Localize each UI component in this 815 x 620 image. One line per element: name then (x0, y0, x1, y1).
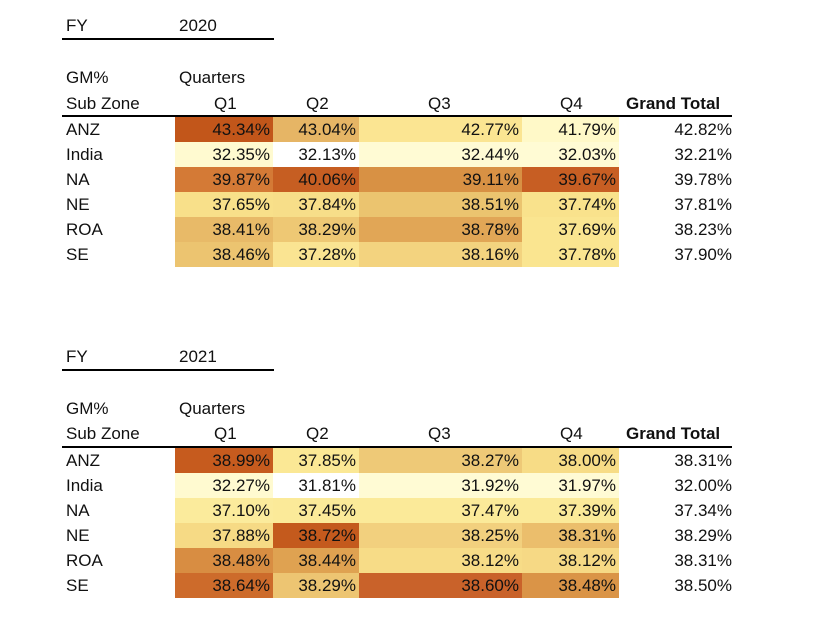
fy-underline (62, 369, 274, 371)
value-cell: 38.27% (359, 448, 522, 473)
row-label: NA (66, 501, 90, 520)
value-cell: 38.48% (522, 573, 619, 598)
value-cell: 37.28% (273, 242, 359, 267)
value-cell: 38.31% (522, 523, 619, 548)
value-cell: 38.16% (359, 242, 522, 267)
total-cell: 32.21% (674, 145, 732, 164)
row-label: NA (66, 170, 90, 189)
value-cell: 37.47% (359, 498, 522, 523)
column-header-q4: Q4 (560, 94, 583, 113)
total-cell: 38.50% (674, 576, 732, 595)
value-cell: 37.88% (175, 523, 273, 548)
total-cell: 38.31% (674, 551, 732, 570)
value-cell: 37.69% (522, 217, 619, 242)
row-label: ROA (66, 220, 103, 239)
row-label: ANZ (66, 120, 100, 139)
fy-label: FY (66, 16, 88, 35)
total-cell: 38.31% (674, 451, 732, 470)
value-cell: 41.79% (522, 117, 619, 142)
row-label: SE (66, 576, 89, 595)
value-cell: 39.67% (522, 167, 619, 192)
value-cell: 37.10% (175, 498, 273, 523)
fy-label: FY (66, 347, 88, 366)
total-cell: 32.00% (674, 476, 732, 495)
value-cell: 38.00% (522, 448, 619, 473)
value-cell: 37.85% (273, 448, 359, 473)
row-header: Sub Zone (66, 424, 140, 443)
column-header-q1: Q1 (214, 94, 237, 113)
column-header-q1: Q1 (214, 424, 237, 443)
value-cell: 38.41% (175, 217, 273, 242)
fy-value: 2020 (179, 16, 217, 35)
column-header-grand-total: Grand Total (626, 94, 721, 113)
metric-label: GM% (66, 68, 109, 87)
value-cell: 42.77% (359, 117, 522, 142)
value-cell: 38.29% (273, 217, 359, 242)
value-cell: 38.46% (175, 242, 273, 267)
row-label: SE (66, 245, 89, 264)
quarters-label: Quarters (179, 68, 246, 87)
value-cell: 38.72% (273, 523, 359, 548)
value-cell: 38.60% (359, 573, 522, 598)
header-underline (62, 446, 732, 448)
column-header-q3: Q3 (428, 424, 451, 443)
value-cell: 32.27% (175, 473, 273, 498)
column-header-q3: Q3 (428, 94, 451, 113)
fy-underline (62, 38, 274, 40)
value-cell: 37.39% (522, 498, 619, 523)
value-cell: 38.44% (273, 548, 359, 573)
total-cell: 37.90% (674, 245, 732, 264)
row-label: ANZ (66, 451, 100, 470)
value-cell: 39.11% (359, 167, 522, 192)
value-cell: 38.29% (273, 573, 359, 598)
metric-label: GM% (66, 399, 109, 418)
value-cell: 38.12% (359, 548, 522, 573)
value-cell: 31.81% (298, 476, 356, 495)
value-cell: 31.92% (359, 473, 522, 498)
value-cell: 31.97% (522, 473, 619, 498)
value-cell: 32.35% (175, 142, 273, 167)
total-cell: 37.81% (674, 195, 732, 214)
row-label: India (66, 145, 103, 164)
row-label: NE (66, 195, 90, 214)
value-cell: 39.87% (175, 167, 273, 192)
column-header-q2: Q2 (306, 94, 329, 113)
value-cell: 37.74% (522, 192, 619, 217)
value-cell: 38.12% (522, 548, 619, 573)
column-header-q4: Q4 (560, 424, 583, 443)
quarters-label: Quarters (179, 399, 246, 418)
row-header: Sub Zone (66, 94, 140, 113)
total-cell: 38.23% (674, 220, 732, 239)
total-cell: 37.34% (674, 501, 732, 520)
column-header-q2: Q2 (306, 424, 329, 443)
row-label: NE (66, 526, 90, 545)
value-cell: 37.65% (175, 192, 273, 217)
value-cell: 37.84% (273, 192, 359, 217)
value-cell: 43.34% (175, 117, 273, 142)
value-cell: 38.48% (175, 548, 273, 573)
header-underline (62, 115, 732, 117)
total-cell: 38.29% (674, 526, 732, 545)
value-cell: 37.45% (273, 498, 359, 523)
column-header-grand-total: Grand Total (626, 424, 721, 443)
value-cell: 32.13% (298, 145, 356, 164)
row-label: India (66, 476, 103, 495)
value-cell: 38.78% (359, 217, 522, 242)
value-cell: 38.64% (175, 573, 273, 598)
value-cell: 32.03% (522, 142, 619, 167)
value-cell: 38.99% (175, 448, 273, 473)
value-cell: 32.44% (359, 142, 522, 167)
value-cell: 38.51% (359, 192, 522, 217)
row-label: ROA (66, 551, 103, 570)
total-cell: 39.78% (674, 170, 732, 189)
value-cell: 38.25% (359, 523, 522, 548)
total-cell: 42.82% (674, 120, 732, 139)
fy-value: 2021 (179, 347, 217, 366)
value-cell: 43.04% (273, 117, 359, 142)
value-cell: 40.06% (273, 167, 359, 192)
value-cell: 37.78% (522, 242, 619, 267)
